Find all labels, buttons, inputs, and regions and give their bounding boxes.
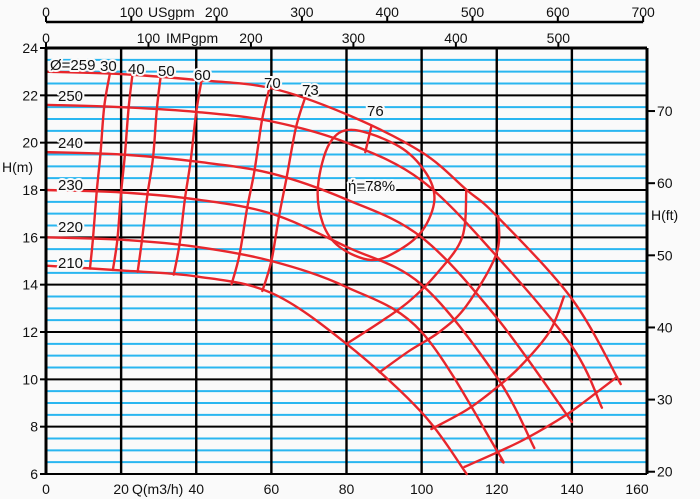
impeller-curve-240 xyxy=(44,150,574,424)
efficiency-line-73 xyxy=(261,98,306,293)
impgpm-tick-label: 200 xyxy=(239,30,263,46)
y-tick-label-right: 50 xyxy=(657,247,673,263)
y-tick-label: 20 xyxy=(22,135,38,151)
x-tick-label: 80 xyxy=(339,481,355,497)
diameter-label-210: 210 xyxy=(58,255,83,272)
x-tick-label: 100 xyxy=(410,481,434,497)
efficiency-line-50 xyxy=(136,75,162,273)
y-tick-label: 22 xyxy=(22,87,38,103)
usgpm-axis-label: USgpm xyxy=(148,4,195,20)
impgpm-tick-label: 400 xyxy=(444,30,468,46)
impeller-curve-220 xyxy=(44,236,505,464)
x-tick-label: 40 xyxy=(188,481,204,497)
y-tick-label: 14 xyxy=(22,277,38,293)
x-axis-label: Q(m3/h) xyxy=(132,481,183,497)
usgpm-tick-label: 0 xyxy=(42,4,50,20)
y-tick-label: 18 xyxy=(22,182,38,198)
x-tick-label: 0 xyxy=(42,481,50,497)
x-tick-label: 160 xyxy=(625,481,649,497)
usgpm-tick-label: 300 xyxy=(290,4,314,20)
y-tick-label: 6 xyxy=(30,466,38,482)
bep-efficiency-contour xyxy=(316,128,436,262)
impgpm-tick-label: 300 xyxy=(342,30,366,46)
efficiency-label-30: 30 xyxy=(100,58,117,75)
usgpm-tick-label: 100 xyxy=(120,4,144,20)
grid xyxy=(44,47,649,475)
y-tick-label: 16 xyxy=(22,229,38,245)
y-tick-label-right: 40 xyxy=(657,319,673,335)
y-tick-label-right: 60 xyxy=(657,175,673,191)
impgpm-axis-label: IMPgpm xyxy=(166,30,218,46)
diameter-label-230: 230 xyxy=(58,177,83,194)
efficiency-label-60: 60 xyxy=(194,67,211,84)
x-tick-label: 20 xyxy=(113,481,129,497)
impgpm-tick-label: 500 xyxy=(547,30,571,46)
efficiency-line-60 xyxy=(172,79,203,276)
efficiency-line-right-0 xyxy=(345,188,468,346)
y-tick-label: 12 xyxy=(22,324,38,340)
efficiency-line-76 xyxy=(364,125,373,154)
y-axis-label-left: H(m) xyxy=(2,159,33,175)
usgpm-tick-label: 700 xyxy=(631,4,655,20)
efficiency-line-70 xyxy=(230,86,271,286)
y-tick-label-right: 30 xyxy=(657,392,673,408)
labels: Ø=259 250 240 230 220 210 30 40 50 60 70 73 76 ή=78% xyxy=(48,55,397,274)
usgpm-tick-label: 200 xyxy=(205,4,229,20)
diameter-label-220: 220 xyxy=(58,219,83,236)
impeller-curve-250 xyxy=(44,103,604,409)
y-tick-label-right: 20 xyxy=(657,464,673,480)
impeller-curve-210 xyxy=(44,264,468,476)
y-tick-label: 10 xyxy=(22,371,38,387)
x-tick-label: 60 xyxy=(264,481,280,497)
y-tick-label: 24 xyxy=(22,40,38,56)
efficiency-label-76: 76 xyxy=(367,103,384,120)
efficiency-line-30 xyxy=(88,72,112,270)
y-tick-label: 8 xyxy=(30,419,38,435)
efficiency-label-50: 50 xyxy=(158,63,175,80)
impgpm-tick-label: 0 xyxy=(42,30,50,46)
x-tick-label: 120 xyxy=(485,481,509,497)
diameter-label-240: 240 xyxy=(58,135,83,152)
x-tick-label: 140 xyxy=(560,481,584,497)
usgpm-tick-label: 500 xyxy=(461,4,485,20)
curves xyxy=(44,70,622,476)
diameter-label-259: Ø=259 xyxy=(50,57,95,74)
impeller-curve-230 xyxy=(44,188,536,450)
efficiency-label-73: 73 xyxy=(302,82,319,99)
bep-label: ή=78% xyxy=(348,178,395,195)
y-axis-label-right: H(ft) xyxy=(651,207,678,223)
efficiency-line-right-1 xyxy=(378,214,501,374)
impgpm-tick-label: 100 xyxy=(137,30,161,46)
efficiency-line-right-2 xyxy=(430,295,566,431)
usgpm-tick-label: 400 xyxy=(376,4,400,20)
usgpm-tick-label: 600 xyxy=(546,4,570,20)
efficiency-label-70: 70 xyxy=(264,75,281,92)
efficiency-line-40 xyxy=(111,73,134,272)
efficiency-line-right-3 xyxy=(463,375,619,469)
axes: 0 20 40 60 80 100 120 140 160 Q(m3/h) 6 8 10 12 14 16 18… xyxy=(2,4,678,497)
y-tick-label-right: 70 xyxy=(657,103,673,119)
diameter-label-250: 250 xyxy=(58,88,83,105)
efficiency-label-40: 40 xyxy=(128,61,145,78)
